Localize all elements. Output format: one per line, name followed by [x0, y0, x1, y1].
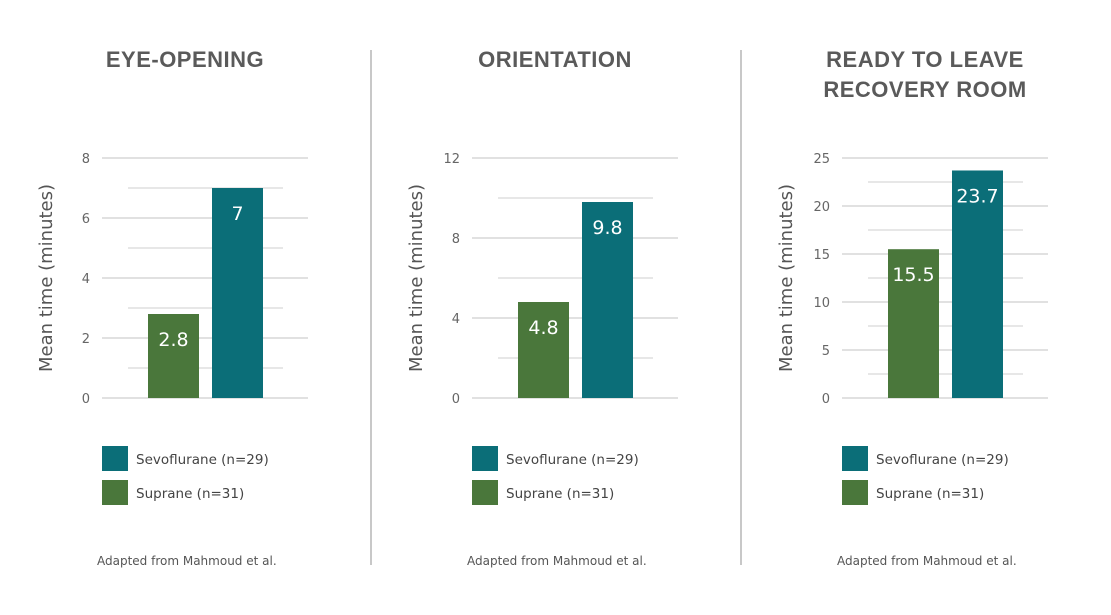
chart-title: READY TO LEAVE	[826, 47, 1024, 72]
chart-panel: EYE-OPENING 0 2 4 6 8 Mean time (minutes) 2.8 7 S…	[36, 47, 308, 568]
chart-panel: READY TO LEAVE RECOVERY ROOM 0 5 10 15 20 25 Mea…	[776, 47, 1048, 568]
chart-panel: ORIENTATION 0 4 8 12 Mean time (minutes) 4.8 9.…	[406, 47, 678, 568]
y-tick-label: 0	[822, 392, 830, 407]
y-tick-label: 8	[452, 232, 460, 247]
source-note: Adapted from Mahmoud et al.	[467, 554, 647, 568]
data-label: 23.7	[956, 185, 998, 207]
y-tick-label: 0	[452, 392, 460, 407]
legend-swatch	[472, 480, 498, 505]
y-tick-label: 2	[82, 332, 90, 347]
chart-title: RECOVERY ROOM	[823, 77, 1026, 102]
chart-title: EYE-OPENING	[106, 47, 264, 72]
y-tick-label: 12	[443, 152, 460, 167]
y-tick-label: 4	[452, 312, 460, 327]
y-tick-label: 0	[82, 392, 90, 407]
bar-suprane	[888, 249, 939, 398]
data-label: 7	[231, 203, 243, 225]
bar-sevoflurane	[952, 170, 1003, 398]
legend-swatch	[102, 446, 128, 471]
data-label: 4.8	[528, 317, 558, 339]
y-tick-label: 10	[813, 296, 830, 311]
y-axis-label: Mean time (minutes)	[406, 184, 427, 372]
legend-swatch	[472, 446, 498, 471]
legend-swatch	[842, 480, 868, 505]
bar-suprane	[148, 314, 199, 398]
y-tick-label: 20	[813, 200, 830, 215]
source-note: Adapted from Mahmoud et al.	[97, 554, 277, 568]
legend-swatch	[842, 446, 868, 471]
bar-sevoflurane	[582, 202, 633, 398]
legend-label: Sevoflurane (n=29)	[136, 452, 269, 468]
y-tick-label: 15	[813, 248, 830, 263]
source-note: Adapted from Mahmoud et al.	[837, 554, 1017, 568]
legend-label: Sevoflurane (n=29)	[506, 452, 639, 468]
legend-label: Suprane (n=31)	[136, 486, 244, 502]
data-label: 2.8	[158, 329, 188, 351]
y-tick-label: 8	[82, 152, 90, 167]
bar-sevoflurane	[212, 188, 263, 398]
y-tick-label: 5	[822, 344, 830, 359]
data-label: 9.8	[592, 217, 622, 239]
y-axis-label: Mean time (minutes)	[776, 184, 797, 372]
legend-label: Suprane (n=31)	[506, 486, 614, 502]
legend-swatch	[102, 480, 128, 505]
chart-title: ORIENTATION	[478, 47, 632, 72]
bar-suprane	[518, 302, 569, 398]
y-tick-label: 25	[813, 152, 830, 167]
data-label: 15.5	[892, 264, 934, 286]
y-tick-label: 4	[82, 272, 90, 287]
y-tick-label: 6	[82, 212, 90, 227]
legend-label: Sevoflurane (n=29)	[876, 452, 1009, 468]
y-axis-label: Mean time (minutes)	[36, 184, 57, 372]
legend-label: Suprane (n=31)	[876, 486, 984, 502]
